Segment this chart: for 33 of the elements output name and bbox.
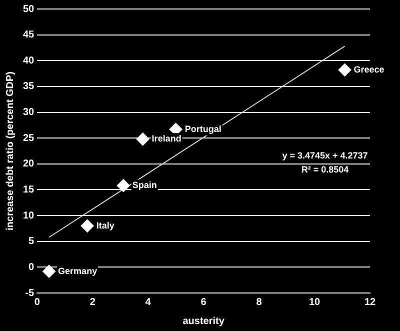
y-tick-label: 15	[23, 184, 35, 196]
y-tick-label: 50	[23, 4, 35, 15]
point	[42, 264, 56, 278]
x-tick-label: 6	[200, 296, 207, 308]
y-tick-label: 45	[23, 30, 35, 41]
y-tick-label: 0	[28, 262, 35, 273]
annotation: Italy	[96, 220, 114, 230]
point	[116, 179, 130, 192]
y-tick-label: 20	[23, 158, 35, 170]
x-tick-label: 10	[308, 296, 321, 308]
y-tick-label: 25	[23, 132, 35, 144]
y-axis-title: increase debt ratio (percent GDP)	[4, 72, 16, 230]
y-tick-label: 40	[23, 55, 35, 66]
point	[338, 63, 352, 76]
point	[80, 219, 94, 232]
annotation: R² = 0.8504	[301, 164, 349, 174]
x-tick-label: 8	[256, 296, 262, 308]
annotation: Portugal	[184, 124, 222, 134]
y-tick-label: 30	[23, 107, 35, 118]
y-tick-label: -5	[25, 288, 35, 299]
point	[136, 132, 150, 146]
annotation: Spain	[132, 180, 157, 190]
x-tick-label: 12	[364, 296, 376, 308]
y-tick-label: 35	[23, 81, 35, 92]
annotation: Ireland	[152, 134, 182, 144]
annotation: Greece	[354, 64, 384, 74]
annotation: Germany	[58, 266, 98, 276]
x-axis-title: austerity	[182, 316, 225, 327]
y-tick-label: 10	[23, 210, 35, 222]
x-tick-label: 2	[90, 296, 96, 308]
x-tick-label: 4	[145, 296, 152, 308]
annotation: y = 3.4745x + 4.2737	[282, 150, 368, 160]
y-tick-label: 5	[28, 236, 35, 248]
